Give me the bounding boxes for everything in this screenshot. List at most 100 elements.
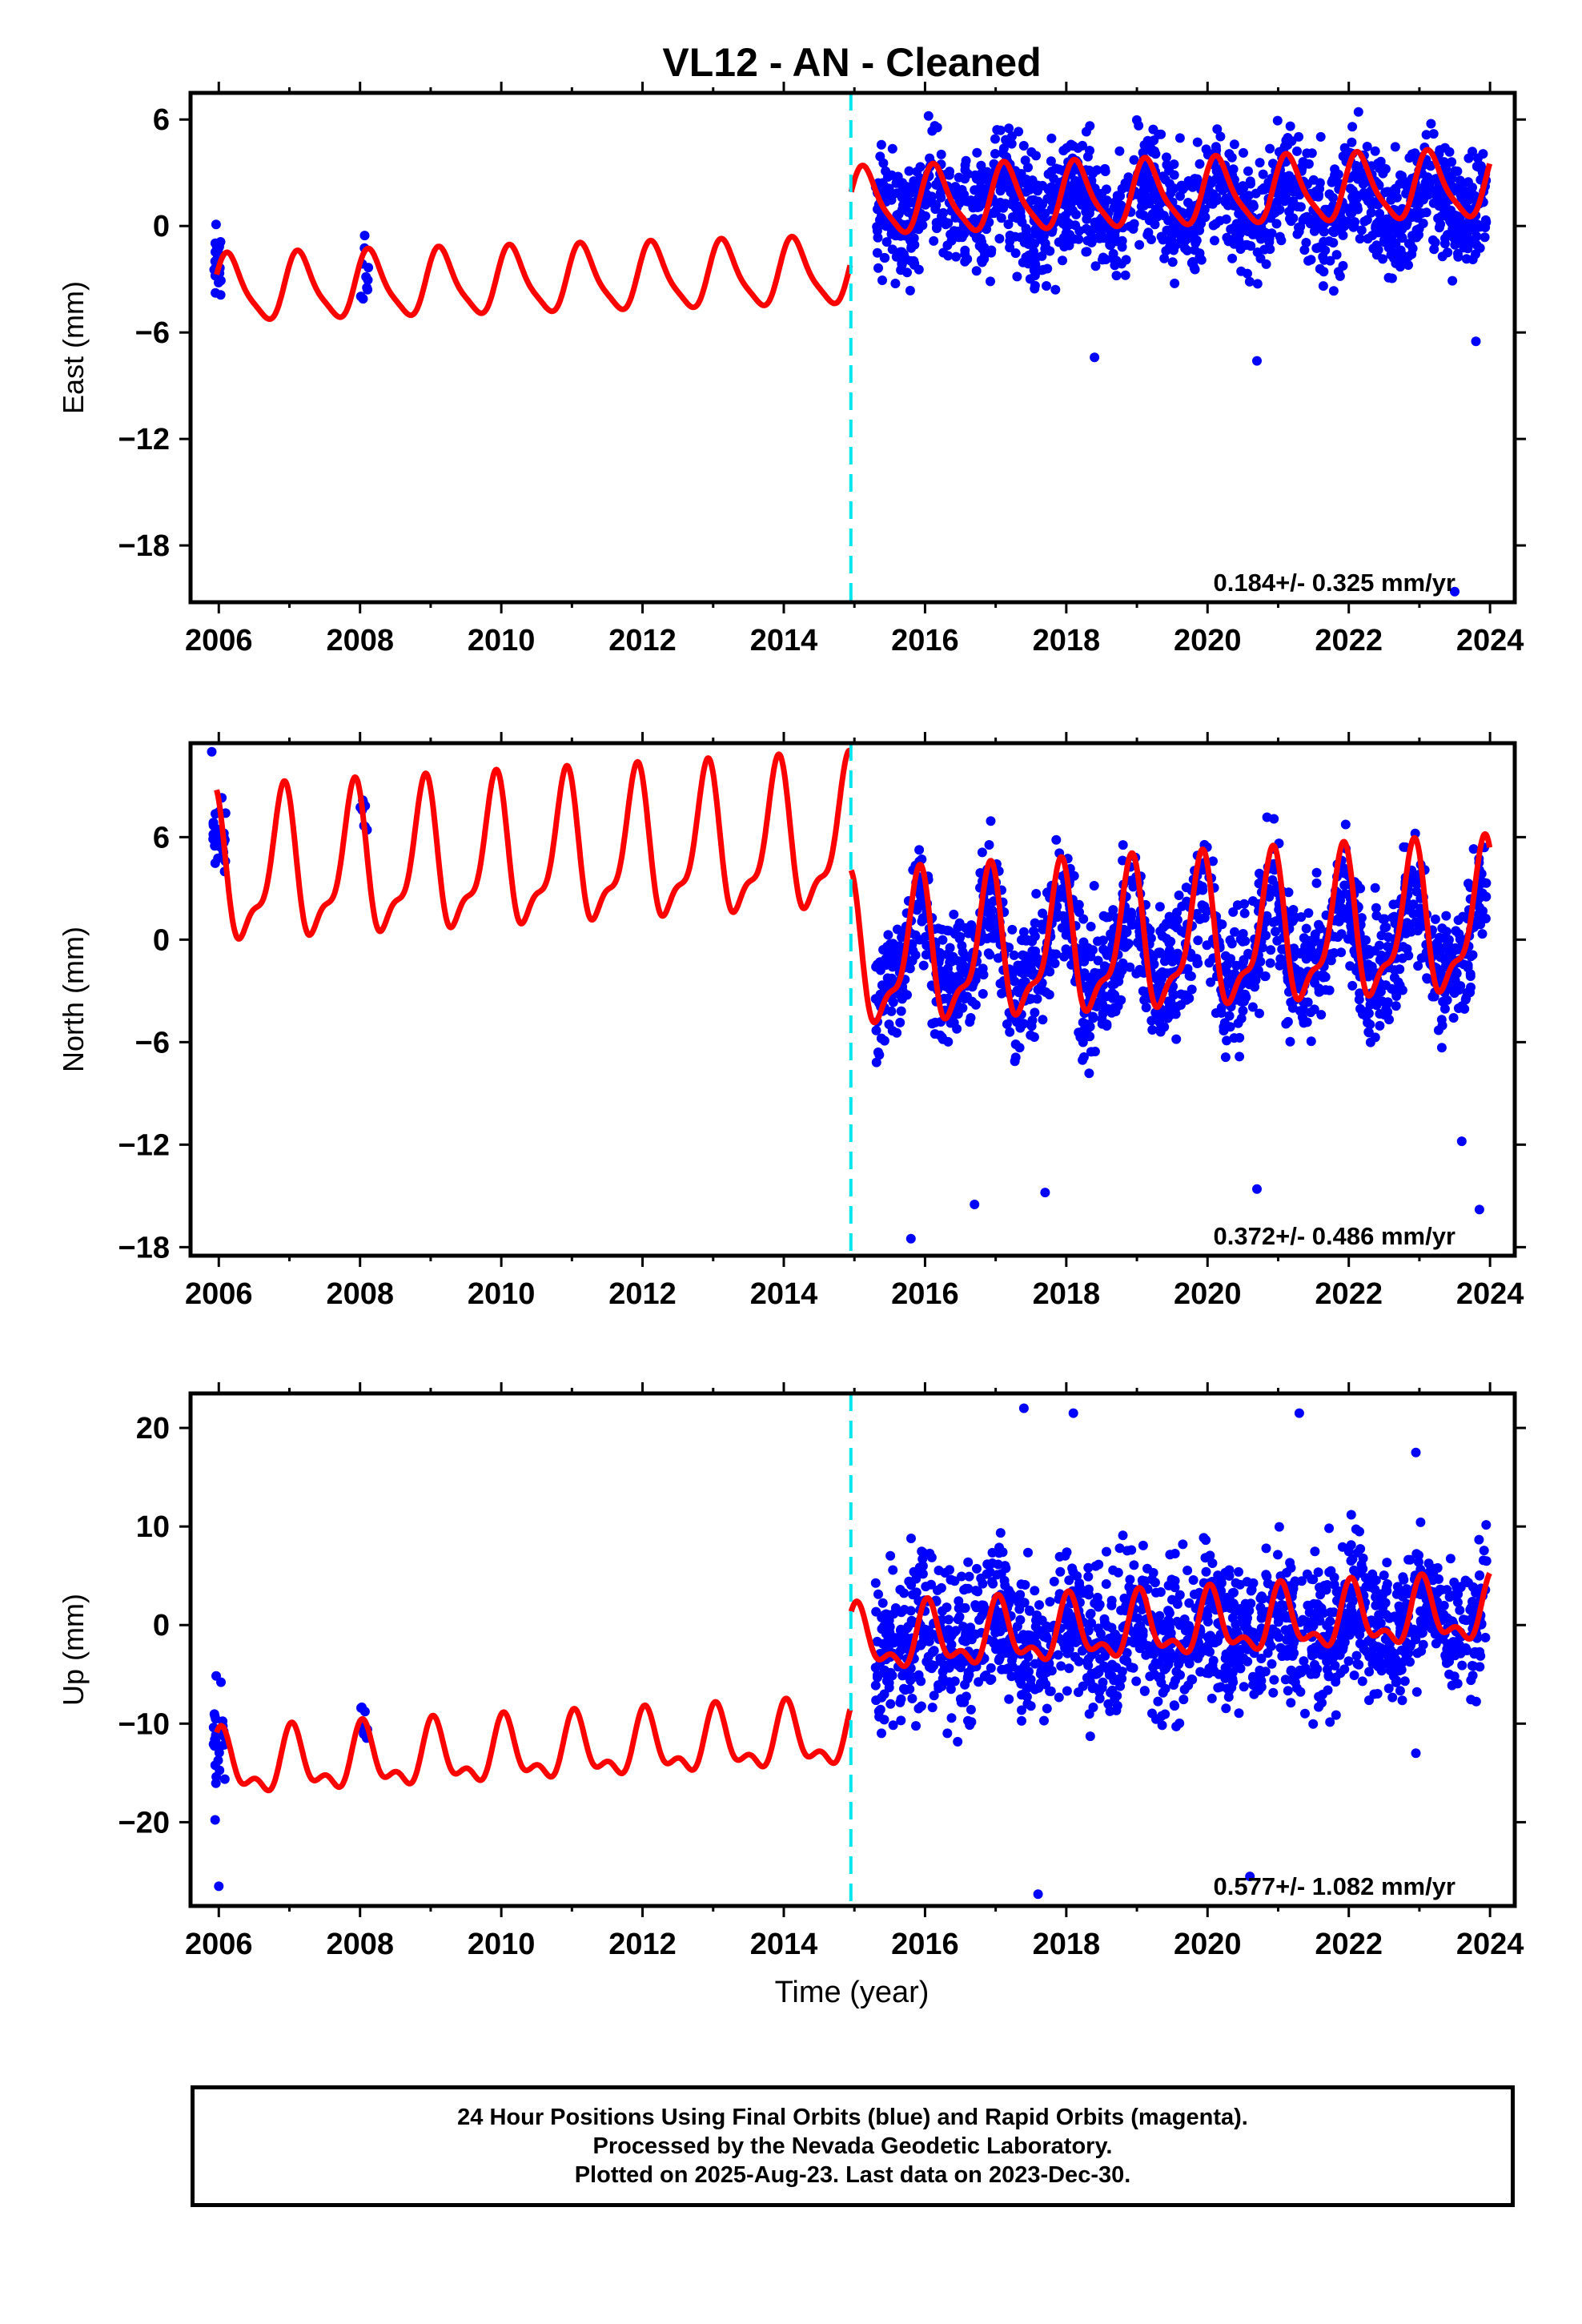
up-data-point xyxy=(1164,1608,1174,1618)
north-data-point xyxy=(1235,934,1246,944)
up-data-point xyxy=(1114,1543,1125,1554)
up-data-point xyxy=(211,1671,221,1681)
north-data-point xyxy=(1088,945,1098,955)
up-data-point xyxy=(1155,1587,1166,1597)
up-data-point xyxy=(1311,1667,1321,1678)
east-data-point xyxy=(1370,146,1380,156)
east-data-point xyxy=(1174,133,1185,143)
up-data-point xyxy=(1060,1642,1070,1653)
north-data-point xyxy=(1397,953,1407,963)
up-data-point xyxy=(1280,1625,1291,1635)
east-data-point xyxy=(1331,250,1342,260)
east-data-point xyxy=(990,134,1000,144)
east-data-point xyxy=(1192,137,1203,147)
east-data-point xyxy=(1464,153,1474,163)
up-data-point xyxy=(1045,1597,1055,1607)
north-data-point xyxy=(1251,971,1261,981)
up-data-point xyxy=(1280,1675,1291,1685)
up-data-point xyxy=(1419,1614,1428,1624)
east-data-point xyxy=(1159,253,1170,263)
up-data-point xyxy=(1223,1692,1234,1702)
up-data-point xyxy=(1013,1671,1022,1682)
east-data-point xyxy=(1309,226,1319,236)
north-data-point xyxy=(1389,972,1399,983)
east-data-point xyxy=(1074,234,1084,244)
east-data-point xyxy=(971,266,982,276)
north-rate-label: 0.372+/- 0.486 mm/yr xyxy=(1214,1222,1456,1250)
up-data-point xyxy=(885,1699,896,1709)
east-data-point xyxy=(1355,234,1365,244)
up-data-point xyxy=(1380,1586,1391,1596)
east-data-point xyxy=(1452,219,1463,230)
east-data-point xyxy=(1243,191,1254,201)
east-data-point xyxy=(1160,175,1170,185)
north-data-point xyxy=(1086,1047,1096,1057)
up-data-point xyxy=(1304,1607,1315,1618)
north-data-point xyxy=(952,1023,962,1034)
up-data-point xyxy=(938,1606,947,1616)
east-data-point xyxy=(1129,219,1139,229)
north-data-point xyxy=(1113,1001,1123,1011)
up-data-point xyxy=(1323,1685,1333,1695)
east-data-point xyxy=(1111,271,1122,281)
east-data-point xyxy=(975,182,986,192)
up-data-point xyxy=(1256,1654,1267,1663)
east-data-point xyxy=(996,213,1006,223)
north-data-point xyxy=(1301,954,1311,964)
east-x-tick-label: 2012 xyxy=(608,624,677,657)
up-data-point xyxy=(219,1774,230,1784)
north-data-point xyxy=(1157,967,1167,977)
east-data-point xyxy=(1301,238,1311,247)
up-data-point xyxy=(1098,1661,1109,1671)
up-data-point xyxy=(905,1684,915,1695)
up-data-point xyxy=(1227,1613,1238,1623)
east-data-point xyxy=(974,202,985,212)
north-data-point xyxy=(978,989,988,999)
north-data-point xyxy=(1086,922,1096,931)
up-data-point xyxy=(1170,1549,1180,1558)
north-data-point xyxy=(1223,975,1233,986)
east-data-point xyxy=(1275,185,1286,195)
up-data-point xyxy=(888,1565,898,1575)
up-data-point xyxy=(1085,1610,1095,1619)
up-data-point xyxy=(1174,1590,1185,1600)
up-data-point xyxy=(1170,1675,1180,1686)
east-data-point xyxy=(950,182,961,192)
up-data-point xyxy=(1411,1549,1422,1559)
up-data-point xyxy=(1203,1610,1213,1621)
up-data-point xyxy=(1346,1510,1356,1520)
up-data-point xyxy=(873,1589,883,1599)
up-data-point xyxy=(890,1603,901,1613)
east-data-point xyxy=(1404,153,1415,163)
north-data-point xyxy=(1233,1018,1243,1028)
east-data-point xyxy=(960,245,970,255)
north-data-point xyxy=(1367,962,1377,972)
up-data-point xyxy=(1092,1669,1102,1679)
east-data-point xyxy=(1396,231,1407,242)
north-data-point xyxy=(1448,1013,1459,1023)
east-data-point xyxy=(1206,199,1216,209)
north-data-point xyxy=(1314,983,1324,994)
east-data-point xyxy=(1017,217,1027,227)
up-data-point xyxy=(1160,1709,1170,1719)
up-data-point xyxy=(1199,1533,1209,1543)
east-data-point xyxy=(1234,235,1244,246)
up-data-point xyxy=(1158,1625,1169,1635)
north-x-tick-label: 2022 xyxy=(1315,1277,1383,1311)
up-data-point xyxy=(1310,1546,1320,1557)
up-data-point xyxy=(211,1714,221,1724)
east-data-point xyxy=(1178,224,1187,235)
east-data-point xyxy=(1433,191,1443,202)
east-data-point xyxy=(1375,156,1386,167)
east-data-point xyxy=(1403,260,1413,270)
north-outlier-point xyxy=(1456,1136,1467,1147)
up-data-point xyxy=(1054,1692,1064,1703)
up-data-point xyxy=(1227,1588,1238,1598)
north-data-point xyxy=(1193,935,1203,946)
east-data-point xyxy=(1339,143,1350,153)
east-data-point xyxy=(1101,255,1111,264)
up-data-point xyxy=(1396,1645,1407,1655)
up-data-point xyxy=(1474,1534,1484,1545)
up-data-point xyxy=(1064,1663,1074,1674)
